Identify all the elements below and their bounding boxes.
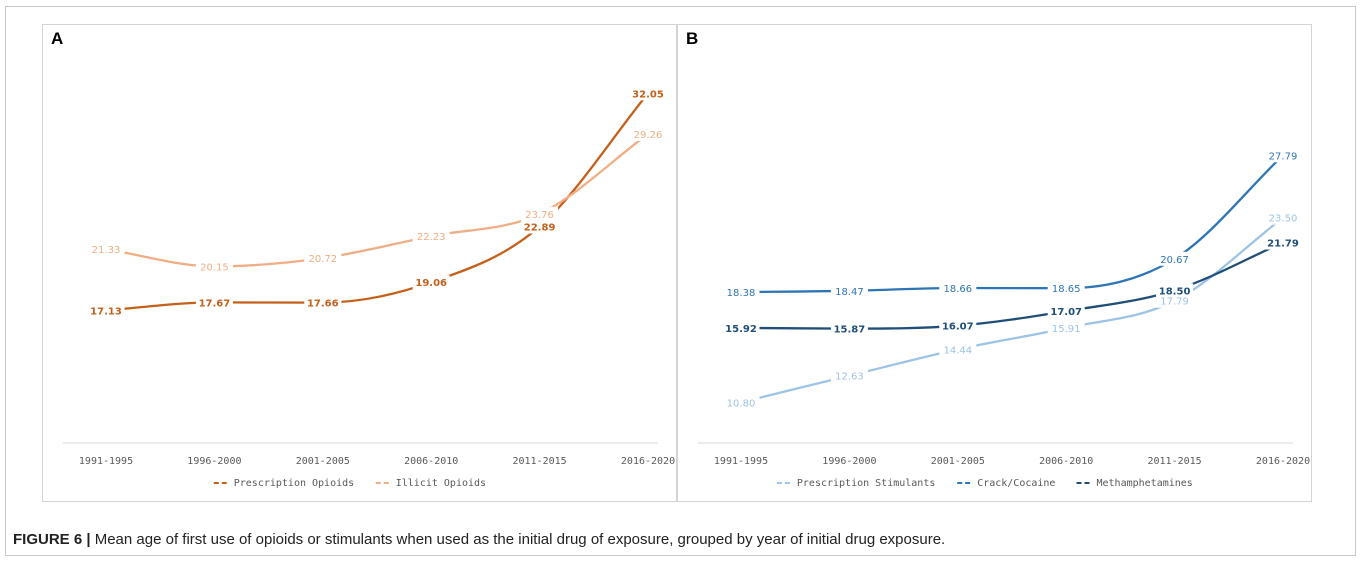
data-label-methamphetamines: 15.87 — [834, 325, 866, 336]
legend-label: Methamphetamines — [1097, 478, 1193, 489]
figure-frame: 1991-1995 1996-2000 2001-2005 2006-2010 2011… — [5, 6, 1356, 556]
legend-item-illicit-opioids: Illicit Opioids — [375, 478, 486, 489]
data-label-bg — [722, 395, 760, 410]
data-label-crack-cocaine: 18.38 — [727, 288, 756, 299]
data-label-crack-cocaine: 18.47 — [835, 287, 864, 298]
chart-panel-b: 1991-1995 1996-2000 2001-2005 2006-2010 2011… — [677, 24, 1312, 502]
data-label-bg — [87, 242, 125, 257]
data-label-bg — [722, 320, 760, 335]
data-label-methamphetamines: 17.07 — [1050, 307, 1082, 318]
data-label-methamphetamines: 16.07 — [942, 322, 974, 333]
data-label-bg — [830, 368, 868, 383]
x-tick-label: 1996-2000 — [822, 456, 876, 467]
data-label-illicit-opioids: 20.72 — [308, 254, 337, 265]
x-tick-label: 2011-2015 — [513, 456, 567, 467]
data-label-illicit-opioids: 29.26 — [634, 130, 663, 141]
legend-label: Prescription Opioids — [234, 478, 354, 489]
data-label-illicit-opioids: 22.23 — [417, 232, 446, 243]
data-label-bg — [629, 86, 667, 101]
caption-text: Mean age of first use of opioids or stim… — [90, 531, 946, 548]
data-label-crack-cocaine: 18.66 — [943, 284, 972, 295]
series-line-prescription-opioids — [104, 92, 650, 312]
data-label-bg — [1156, 283, 1194, 298]
data-label-bg — [412, 229, 450, 244]
data-label-prescription-stimulants: 10.80 — [727, 398, 756, 409]
series-line-crack-cocaine — [739, 154, 1285, 294]
data-label-bg — [1264, 210, 1302, 225]
legend-item-crack-cocaine: Crack/Cocaine — [957, 478, 1055, 489]
data-label-prescription-stimulants: 12.63 — [835, 372, 864, 383]
data-label-bg — [304, 251, 342, 266]
data-label-bg — [939, 281, 977, 296]
legend-item-prescription-stimulants: Prescription Stimulants — [776, 478, 935, 489]
data-label-prescription-stimulants: 15.91 — [1052, 324, 1081, 335]
legend-item-prescription-opioids: Prescription Opioids — [213, 478, 354, 489]
data-label-bg — [1047, 321, 1085, 336]
data-label-prescription-opioids: 17.13 — [90, 306, 122, 317]
legend-label: Prescription Stimulants — [797, 478, 935, 489]
data-label-methamphetamines: 21.79 — [1267, 239, 1299, 250]
data-label-bg — [304, 295, 342, 310]
x-tick-label: 2001-2005 — [931, 456, 985, 467]
data-label-bg — [521, 206, 559, 221]
data-label-prescription-opioids: 19.06 — [415, 278, 447, 289]
data-label-illicit-opioids: 21.33 — [92, 245, 121, 256]
data-label-bg — [939, 318, 977, 333]
data-label-crack-cocaine: 20.67 — [1160, 255, 1189, 266]
data-label-methamphetamines: 18.50 — [1159, 286, 1191, 297]
data-label-bg — [1156, 251, 1194, 266]
data-label-prescription-opioids: 22.89 — [524, 223, 556, 234]
data-label-crack-cocaine: 18.65 — [1052, 284, 1081, 295]
data-label-illicit-opioids: 20.15 — [200, 262, 229, 273]
legend-label: Crack/Cocaine — [977, 478, 1055, 489]
data-label-prescription-opioids: 17.66 — [307, 299, 339, 310]
data-label-bg — [1264, 235, 1302, 250]
figure-label: FIGURE 6 | — [13, 531, 91, 548]
data-label-bg — [939, 342, 977, 357]
legend-item-methamphetamines: Methamphetamines — [1076, 478, 1193, 489]
chart-a-svg: 1991-1995 1996-2000 2001-2005 2006-2010 2011… — [63, 86, 675, 489]
chart-panel-a: 1991-1995 1996-2000 2001-2005 2006-2010 2011… — [42, 24, 677, 502]
data-label-bg — [412, 275, 450, 290]
series-line-methamphetamines — [739, 241, 1285, 330]
data-label-bg — [87, 303, 125, 318]
series-line-prescription-stimulants — [739, 216, 1285, 404]
data-label-bg — [1047, 281, 1085, 296]
data-label-methamphetamines: 15.92 — [725, 324, 757, 335]
x-tick-label: 2006-2010 — [404, 456, 458, 467]
panel-label-a: A — [51, 29, 64, 48]
data-label-prescription-stimulants: 23.50 — [1269, 214, 1298, 225]
chart-b-svg: 1991-1995 1996-2000 2001-2005 2006-2010 2011… — [698, 148, 1310, 489]
panel-label-b: B — [686, 29, 699, 48]
x-tick-label: 1996-2000 — [187, 456, 241, 467]
x-tick-label: 2011-2015 — [1148, 456, 1202, 467]
data-label-bg — [521, 219, 559, 234]
data-label-bg — [195, 295, 233, 310]
x-tick-label: 2016-2020 — [621, 456, 675, 467]
data-label-prescription-stimulants: 14.44 — [943, 345, 972, 356]
data-label-bg — [629, 126, 667, 141]
data-label-crack-cocaine: 27.79 — [1269, 151, 1298, 162]
x-tick-label: 2016-2020 — [1256, 456, 1310, 467]
data-label-bg — [1047, 304, 1085, 319]
x-tick-label: 1991-1995 — [79, 456, 133, 467]
data-label-bg — [722, 285, 760, 300]
x-tick-label: 2006-2010 — [1039, 456, 1093, 467]
legend-label: Illicit Opioids — [396, 478, 486, 489]
x-tick-label: 1991-1995 — [714, 456, 768, 467]
figure-caption: FIGURE 6 | Mean age of first use of opio… — [13, 531, 945, 548]
data-label-illicit-opioids: 23.76 — [525, 210, 554, 221]
data-label-bg — [830, 321, 868, 336]
x-tick-label: 2001-2005 — [296, 456, 350, 467]
data-label-bg — [195, 259, 233, 274]
data-label-bg — [830, 283, 868, 298]
data-label-prescription-opioids: 17.67 — [199, 298, 231, 309]
data-label-prescription-stimulants: 17.79 — [1160, 297, 1189, 308]
data-label-bg — [1264, 148, 1302, 163]
data-label-prescription-opioids: 32.05 — [632, 89, 664, 100]
